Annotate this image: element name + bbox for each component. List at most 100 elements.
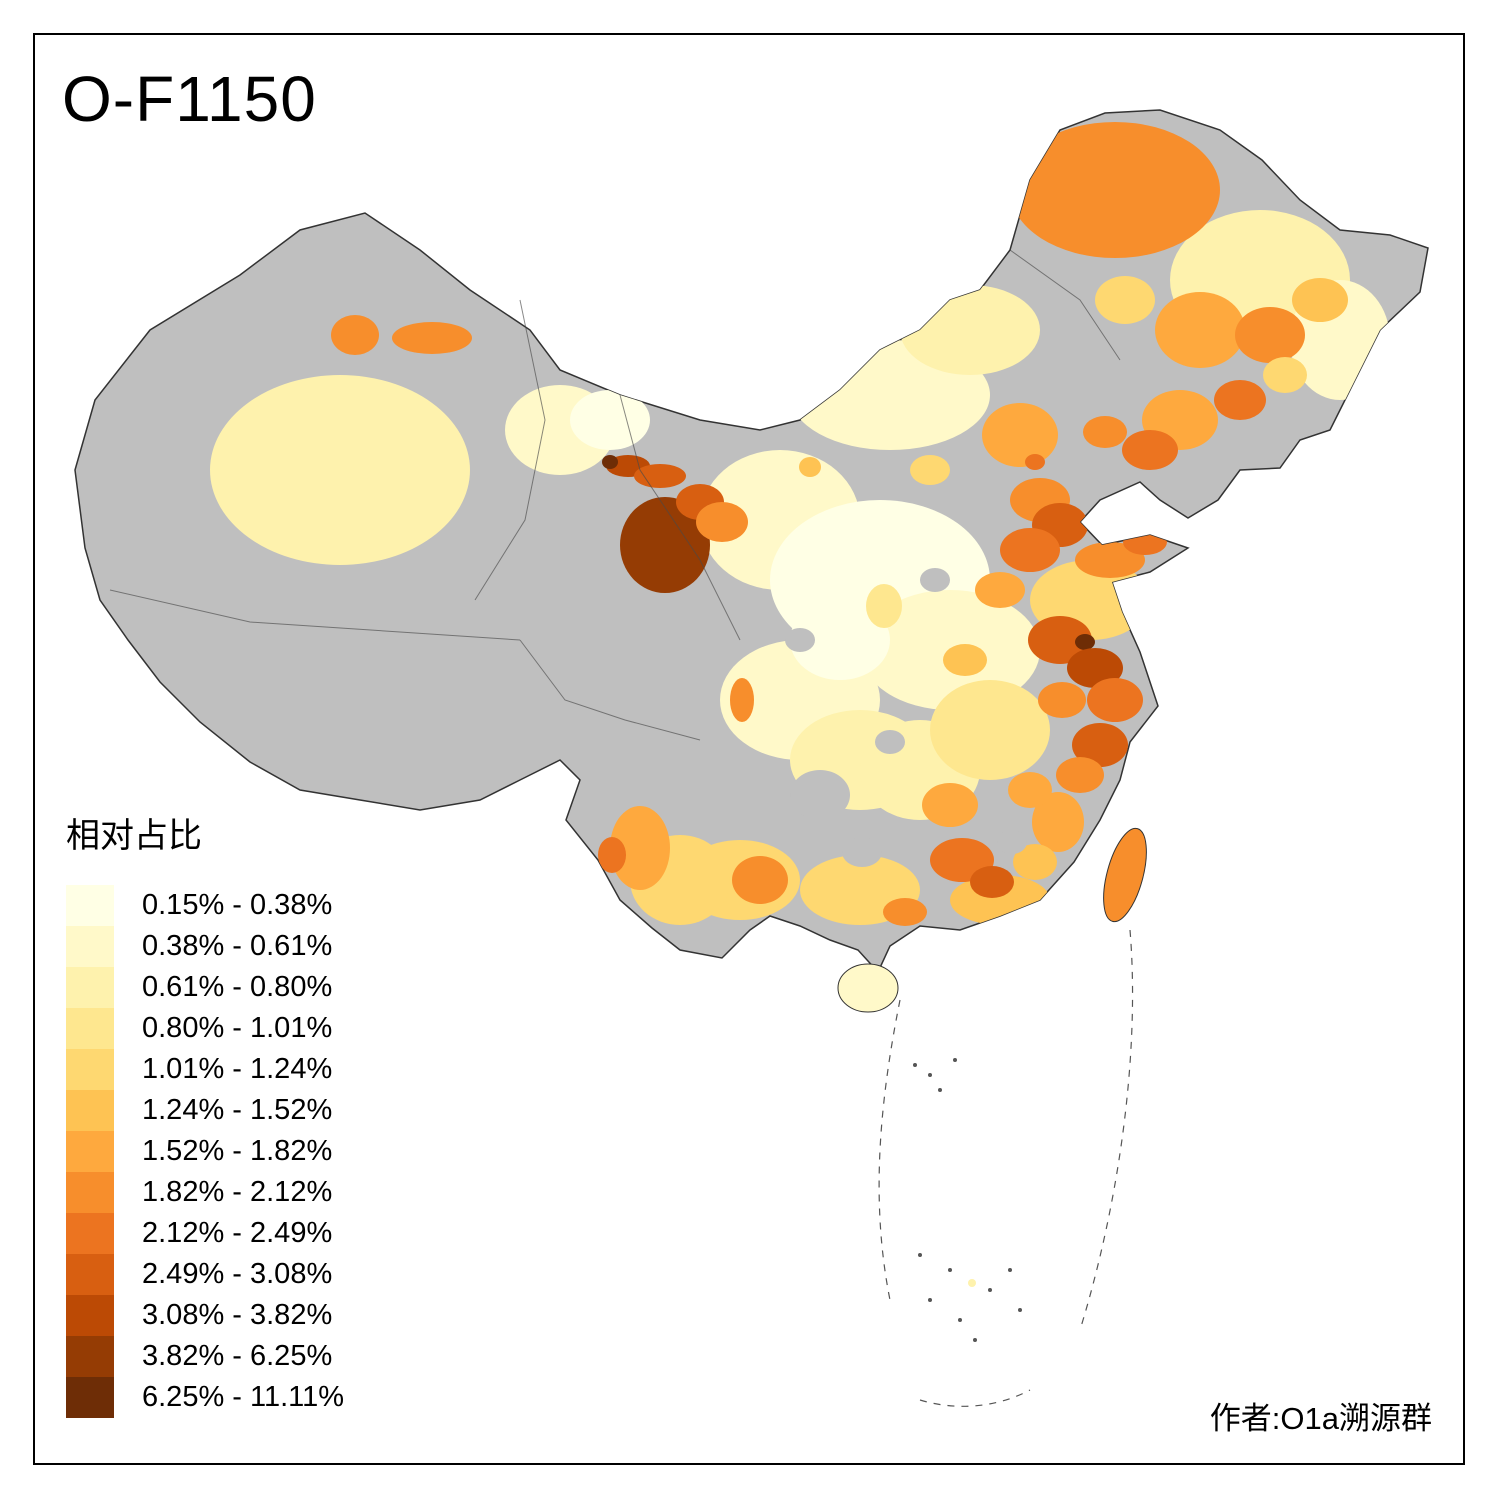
map-region bbox=[570, 390, 650, 450]
map-region bbox=[866, 584, 902, 628]
map-region bbox=[1038, 682, 1086, 718]
legend-label: 1.52% - 1.82% bbox=[142, 1135, 333, 1167]
map-region bbox=[610, 806, 670, 890]
page-title: O-F1150 bbox=[62, 63, 317, 135]
map-region bbox=[910, 455, 950, 485]
legend-swatch bbox=[66, 1090, 114, 1131]
taiwan-island bbox=[1103, 827, 1147, 923]
map-region bbox=[1214, 380, 1266, 420]
map-region bbox=[1075, 634, 1095, 650]
legend-row: 2.49% - 3.08% bbox=[66, 1254, 344, 1295]
map-region bbox=[210, 375, 470, 565]
map-frame-border bbox=[33, 33, 1465, 1465]
map-region bbox=[975, 572, 1025, 608]
legend-label: 1.24% - 1.52% bbox=[142, 1094, 333, 1126]
legend-title: 相对占比 bbox=[66, 817, 202, 855]
map-region bbox=[602, 455, 618, 469]
legend-label: 2.49% - 3.08% bbox=[142, 1258, 333, 1290]
map-region bbox=[790, 600, 890, 680]
legend-row: 0.15% - 0.38% bbox=[66, 885, 344, 926]
map-region bbox=[1000, 528, 1060, 572]
map-region bbox=[1025, 454, 1045, 470]
attribution: 作者:O1a溯源群 bbox=[1209, 1401, 1432, 1436]
map-region bbox=[970, 866, 1014, 898]
map-region bbox=[732, 856, 788, 904]
legend-row: 3.08% - 3.82% bbox=[66, 1295, 344, 1336]
legend-label: 6.25% - 11.11% bbox=[142, 1381, 345, 1413]
map-region bbox=[1067, 648, 1123, 688]
map-region-no-data bbox=[785, 628, 815, 652]
legend-swatch bbox=[66, 967, 114, 1008]
map-region bbox=[1056, 757, 1104, 793]
legend-swatch bbox=[66, 1131, 114, 1172]
map-region bbox=[1083, 416, 1127, 448]
legend-row: 2.12% - 2.49% bbox=[66, 1213, 344, 1254]
map-region-no-data bbox=[790, 770, 850, 820]
legend-row: 1.24% - 1.52% bbox=[66, 1090, 344, 1131]
map-region-no-data bbox=[875, 730, 905, 754]
map-region bbox=[392, 322, 472, 354]
map-region bbox=[1122, 430, 1178, 470]
map-region bbox=[730, 678, 754, 722]
sansha-islet bbox=[968, 1279, 976, 1287]
map-region bbox=[799, 457, 821, 477]
province-borders bbox=[109, 249, 1121, 741]
legend-swatch bbox=[66, 1254, 114, 1295]
legend-label: 0.15% - 0.38% bbox=[142, 889, 333, 921]
legend-label: 1.82% - 2.12% bbox=[142, 1176, 333, 1208]
map-region bbox=[930, 680, 1050, 780]
map-region bbox=[1292, 278, 1348, 322]
map-region bbox=[1032, 792, 1084, 852]
legend-row: 1.52% - 1.82% bbox=[66, 1131, 344, 1172]
hainan-island bbox=[837, 963, 899, 1013]
map-region bbox=[1075, 542, 1145, 578]
legend: 相对占比 0.15% - 0.38% 0.38% - 0.61% 0.61% -… bbox=[66, 808, 344, 1418]
legend-swatch bbox=[66, 885, 114, 926]
legend-row: 0.38% - 0.61% bbox=[66, 926, 344, 967]
map-region-no-data bbox=[997, 830, 1027, 854]
nine-dash-line bbox=[878, 929, 1134, 1407]
legend-label: 2.12% - 2.49% bbox=[142, 1217, 333, 1249]
map-region bbox=[982, 403, 1058, 467]
legend-swatch bbox=[66, 926, 114, 967]
legend-label: 0.61% - 0.80% bbox=[142, 971, 333, 1003]
legend-label: 0.38% - 0.61% bbox=[142, 930, 333, 962]
map-region bbox=[598, 837, 626, 873]
legend-row: 0.61% - 0.80% bbox=[66, 967, 344, 1008]
legend-label: 3.08% - 3.82% bbox=[142, 1299, 333, 1331]
map-region bbox=[620, 497, 710, 593]
map-region bbox=[922, 783, 978, 827]
legend-row: 3.82% - 6.25% bbox=[66, 1336, 344, 1377]
legend-swatch bbox=[66, 1172, 114, 1213]
map-region bbox=[883, 898, 927, 926]
map-region bbox=[1123, 529, 1167, 555]
map-region bbox=[1028, 616, 1092, 664]
legend-row: 1.01% - 1.24% bbox=[66, 1049, 344, 1090]
choropleth-regions bbox=[210, 122, 1390, 926]
legend-swatch bbox=[66, 1377, 114, 1418]
legend-label: 1.01% - 1.24% bbox=[142, 1053, 333, 1085]
map-region bbox=[1087, 678, 1143, 722]
map-region bbox=[331, 315, 379, 355]
legend-rows: 0.15% - 0.38% 0.38% - 0.61% 0.61% - 0.80… bbox=[66, 885, 344, 1418]
map-region-no-data bbox=[920, 568, 950, 592]
map-region bbox=[1008, 772, 1052, 808]
legend-row: 6.25% - 11.11% bbox=[66, 1377, 344, 1418]
legend-swatch bbox=[66, 1049, 114, 1090]
map-region-no-data bbox=[842, 837, 882, 867]
legend-swatch bbox=[66, 1213, 114, 1254]
map-region bbox=[634, 464, 686, 488]
legend-label: 0.80% - 1.01% bbox=[142, 1012, 333, 1044]
legend-row: 0.80% - 1.01% bbox=[66, 1008, 344, 1049]
map-region bbox=[1263, 357, 1307, 393]
legend-label: 3.82% - 6.25% bbox=[142, 1340, 333, 1372]
legend-row: 1.82% - 2.12% bbox=[66, 1172, 344, 1213]
map-region bbox=[696, 502, 748, 542]
map-region bbox=[1013, 844, 1057, 880]
map-region bbox=[900, 285, 1040, 375]
map-region bbox=[1010, 122, 1220, 258]
legend-swatch bbox=[66, 1295, 114, 1336]
map-region bbox=[943, 644, 987, 676]
map-region bbox=[1072, 723, 1128, 767]
